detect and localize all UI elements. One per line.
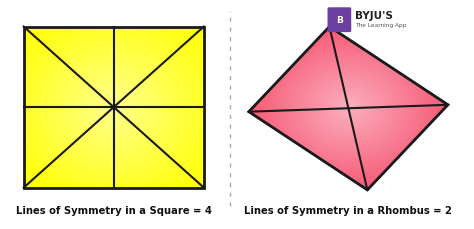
Text: Lines of Symmetry in a Rhombus = 2: Lines of Symmetry in a Rhombus = 2	[245, 205, 452, 215]
Text: The Learning App: The Learning App	[356, 23, 407, 28]
Text: Lines of Symmetry in a Square = 4: Lines of Symmetry in a Square = 4	[16, 205, 212, 215]
PathPatch shape	[244, 25, 453, 192]
Text: B: B	[336, 16, 343, 25]
FancyBboxPatch shape	[328, 8, 351, 33]
Text: BYJU'S: BYJU'S	[356, 11, 393, 21]
